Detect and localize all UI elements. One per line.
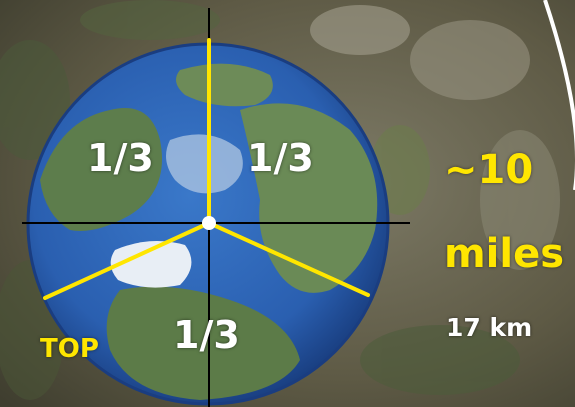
divider-line-left	[43, 221, 211, 300]
landmass-siberia	[106, 286, 301, 400]
earth-globe	[26, 42, 390, 406]
top-label: TOP	[40, 334, 99, 364]
satellite-terrain	[310, 5, 560, 270]
landmass-greenland	[110, 241, 192, 288]
landmass-north-america	[40, 108, 162, 231]
distance-value: ~10	[444, 147, 534, 193]
third-label-left: 1/3	[87, 136, 154, 180]
arctic-ice	[166, 134, 243, 194]
third-label-right: 1/3	[247, 136, 314, 180]
center-dot	[202, 216, 216, 230]
landmass-europe-north	[176, 63, 273, 107]
third-label-bottom: 1/3	[173, 313, 240, 357]
landmass-eurasia	[240, 103, 378, 293]
distance-metric: 17 km	[446, 313, 533, 342]
distance-unit: miles	[444, 231, 565, 277]
thirds-divider	[43, 38, 370, 300]
curve-line	[543, 0, 575, 190]
divider-line-right	[207, 221, 370, 297]
